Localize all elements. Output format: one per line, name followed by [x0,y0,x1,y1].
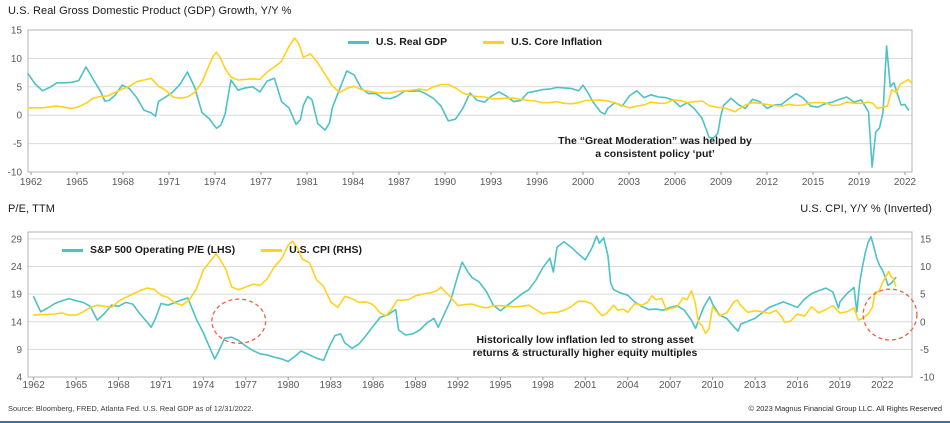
svg-text:15: 15 [11,26,23,37]
svg-text:29: 29 [11,234,23,245]
legend-item-core-inflation: U.S. Core Inflation [483,36,602,48]
svg-text:2022: 2022 [894,177,917,188]
svg-text:2000: 2000 [572,177,595,188]
svg-text:24: 24 [11,262,23,273]
svg-text:1996: 1996 [526,177,549,188]
svg-text:1989: 1989 [404,380,427,391]
top-chart-title: U.S. Real Gross Domestic Product (GDP) G… [8,5,292,17]
svg-text:1981: 1981 [296,177,319,188]
bottom-chart-title-left: P/E, TTM [8,203,56,215]
svg-text:2006: 2006 [664,177,687,188]
svg-text:2003: 2003 [618,177,641,188]
svg-text:0: 0 [16,111,22,122]
annotation-line-1: The “Great Moderation” was helped by [558,135,752,147]
svg-text:1990: 1990 [434,177,457,188]
svg-text:5: 5 [16,82,22,93]
svg-text:1984: 1984 [342,177,365,188]
svg-text:1983: 1983 [320,380,343,391]
svg-text:1965: 1965 [65,380,88,391]
svg-text:4: 4 [16,373,22,384]
svg-text:1968: 1968 [112,177,135,188]
svg-text:-5: -5 [920,345,929,356]
svg-text:9: 9 [16,345,22,356]
copyright-note: © 2023 Magnus Financial Group LLC. All R… [748,404,942,413]
legend-label-real-gdp: U.S. Real GDP [375,36,448,48]
legend-item-real-gdp: U.S. Real GDP [347,36,448,48]
svg-text:2019: 2019 [848,177,871,188]
svg-text:1974: 1974 [192,380,215,391]
legend-label-cpi: U.S. CPI (RHS) [289,244,363,256]
svg-text:19: 19 [11,290,23,301]
core-inflation-line-swatch [483,40,505,44]
svg-text:2015: 2015 [802,177,825,188]
svg-text:1993: 1993 [480,177,503,188]
annotation-line-2: returns & structurally higher equity mul… [472,347,698,359]
svg-text:1962: 1962 [23,380,46,391]
svg-text:1977: 1977 [250,177,273,188]
svg-text:2019: 2019 [829,380,852,391]
svg-text:0: 0 [920,317,926,328]
source-note: Source: Bloomberg, FRED, Atlanta Fed. U.… [8,404,254,413]
legend-item-sp500-pe: S&P 500 Operating P/E (LHS) [62,244,235,256]
legend-label-core-inflation: U.S. Core Inflation [511,36,603,48]
top-chart-legend: U.S. Real GDP U.S. Core Inflation [0,36,950,48]
svg-text:10: 10 [920,262,932,273]
svg-text:15: 15 [920,234,932,245]
svg-text:1971: 1971 [150,380,173,391]
svg-text:-10: -10 [920,373,935,384]
svg-text:1968: 1968 [107,380,130,391]
svg-text:2007: 2007 [659,380,682,391]
svg-text:2022: 2022 [871,380,894,391]
bottom-chart-legend: S&P 500 Operating P/E (LHS) U.S. CPI (RH… [62,244,362,256]
cpi-line-swatch [261,248,283,252]
svg-text:1987: 1987 [388,177,411,188]
great-moderation-annotation: The “Great Moderation” was helped by a c… [515,135,795,161]
svg-text:2004: 2004 [617,380,640,391]
svg-text:2010: 2010 [701,380,724,391]
svg-text:1965: 1965 [66,177,89,188]
svg-text:-10: -10 [8,168,23,179]
svg-text:1998: 1998 [532,380,555,391]
svg-text:2013: 2013 [744,380,767,391]
pe-cpi-chart: 29 24 19 14 9 4 15 10 5 0 -5 -10 1962 1965 1968 1971 197… [11,231,935,391]
sp500-pe-line-swatch [62,248,83,252]
svg-text:1977: 1977 [235,380,258,391]
svg-text:1971: 1971 [158,177,181,188]
svg-text:1992: 1992 [447,380,470,391]
svg-text:1980: 1980 [277,380,300,391]
bottom-chart-title-right: U.S. CPI, Y/Y % (Inverted) [800,203,932,215]
legend-label-sp500-pe: S&P 500 Operating P/E (LHS) [90,244,236,256]
svg-text:2012: 2012 [756,177,779,188]
legend-item-cpi: U.S. CPI (RHS) [261,244,362,256]
svg-text:14: 14 [11,317,23,328]
annotation-line-1: Historically low inflation led to strong… [476,334,694,346]
svg-text:1986: 1986 [362,380,385,391]
svg-text:5: 5 [920,290,926,301]
accent-rule [0,421,950,423]
svg-text:10: 10 [11,54,23,65]
svg-text:1974: 1974 [204,177,227,188]
svg-text:-5: -5 [13,139,22,150]
real-gdp-line-swatch [347,40,369,44]
annotation-line-2: a consistent policy ‘put’ [595,148,715,160]
svg-text:2009: 2009 [710,177,733,188]
svg-text:1962: 1962 [20,177,43,188]
svg-text:2001: 2001 [574,380,597,391]
low-inflation-annotation: Historically low inflation led to strong… [420,334,750,360]
svg-text:1995: 1995 [489,380,512,391]
svg-text:2016: 2016 [786,380,809,391]
